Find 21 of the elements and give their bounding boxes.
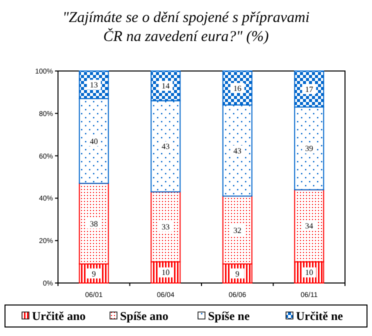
legend-label: Spíše ne — [208, 309, 250, 324]
data-label: 9 — [235, 269, 240, 278]
chart-title: "Zajímáte se o dění spojené s přípravami ČR na zavedení eura?" (%) — [62, 10, 310, 45]
data-label: 43 — [233, 146, 242, 156]
data-label: 33 — [162, 222, 170, 232]
data-label: 17 — [305, 84, 314, 94]
data-label: 10 — [162, 268, 170, 278]
data-label: 13 — [90, 80, 98, 90]
data-label: 14 — [162, 82, 170, 91]
data-label: 43 — [162, 142, 170, 152]
legend-label: Určitě ano — [32, 309, 86, 324]
data-label: 38 — [90, 219, 98, 228]
data-label: 16 — [233, 84, 242, 93]
data-label: 32 — [233, 226, 242, 235]
data-label: 40 — [90, 136, 98, 146]
legend-label: Určitě ne — [296, 309, 344, 324]
legend-label: Spíše ano — [120, 309, 168, 324]
data-label: 10 — [305, 268, 314, 278]
data-label: 9 — [92, 269, 96, 278]
data-label: 39 — [305, 144, 314, 154]
data-label: 34 — [305, 222, 314, 231]
